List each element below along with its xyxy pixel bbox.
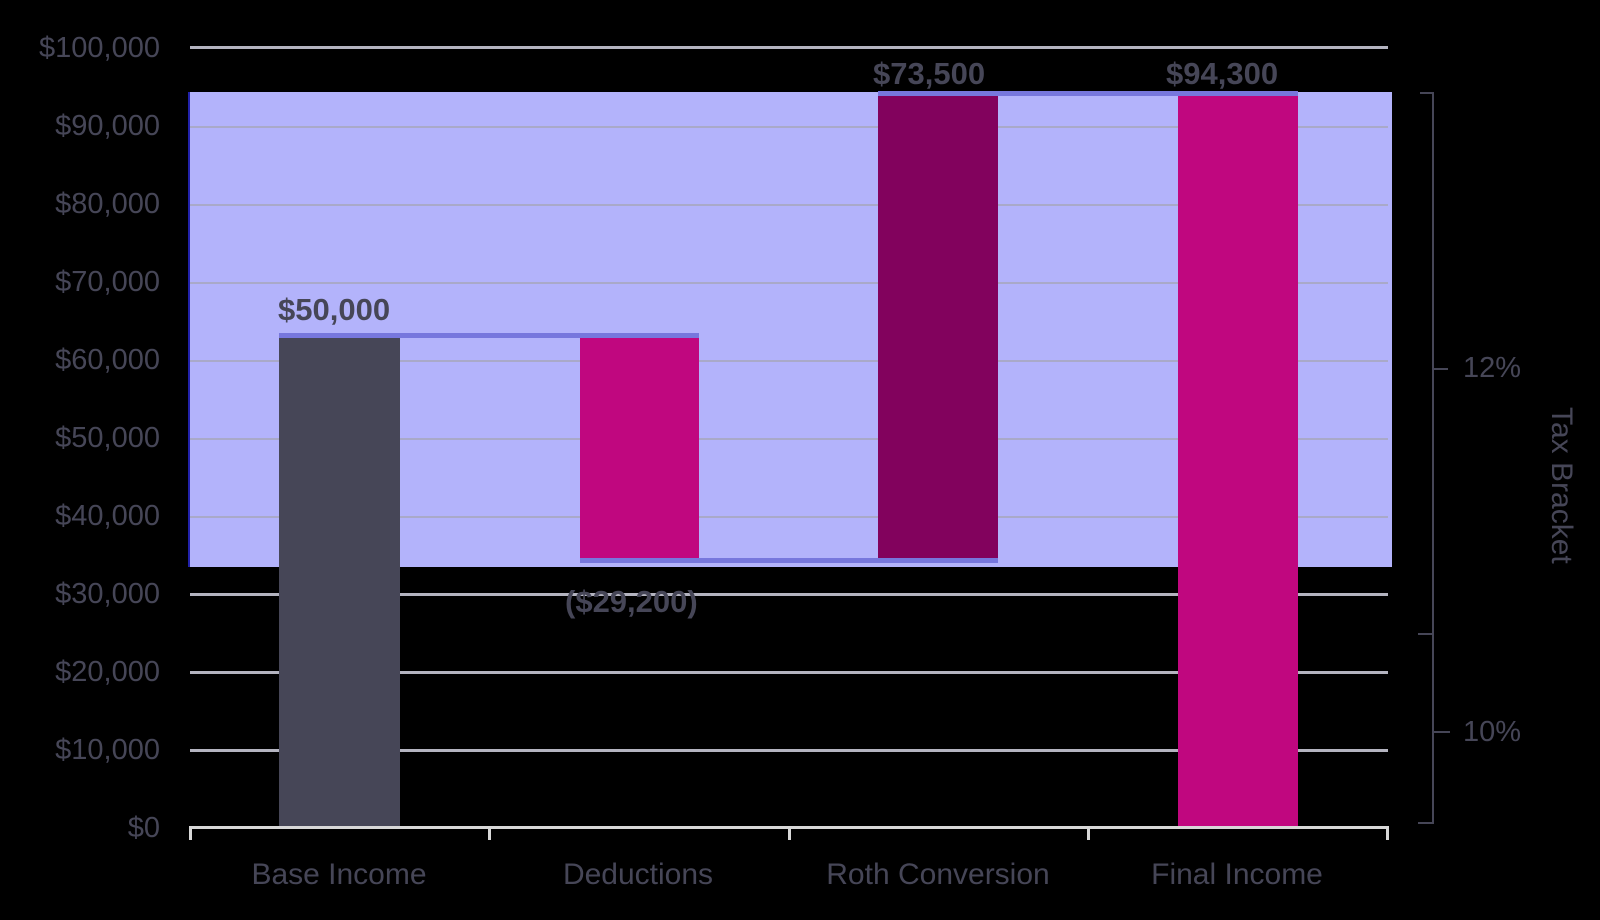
y-tick-label: $40,000 <box>55 500 160 532</box>
x-label-deductions: Deductions <box>562 858 714 891</box>
bracket-label-12: 12% <box>1463 352 1522 384</box>
data-label-base: $50,000 <box>278 292 391 327</box>
x-label-roth-conversion: Roth Conversion <box>826 858 1050 891</box>
gridline <box>190 204 1388 206</box>
x-label-base-income: Base Income <box>251 858 427 891</box>
gridline <box>190 749 1388 752</box>
gridline <box>190 282 1388 284</box>
x-tick <box>788 826 791 840</box>
gridline <box>190 671 1388 674</box>
bracket-tick <box>1434 368 1448 370</box>
bracket-cap <box>1420 92 1434 94</box>
bar-final-income <box>1178 96 1298 827</box>
gridline <box>190 46 1388 49</box>
y-tick-label: $70,000 <box>55 266 160 298</box>
data-label-roth: $73,500 <box>873 56 986 91</box>
bar-base-income <box>279 338 400 827</box>
y-tick-label: $100,000 <box>39 32 160 64</box>
y-tick-label: $20,000 <box>55 656 160 688</box>
gridline <box>190 516 1388 518</box>
data-label-final: $94,300 <box>1166 56 1279 91</box>
x-tick <box>488 826 491 840</box>
y-tick-label: $60,000 <box>55 344 160 376</box>
bracket-tick <box>1434 731 1450 733</box>
gridline <box>190 593 1388 596</box>
bar-roth-conversion <box>878 96 998 560</box>
bracket-cap <box>1418 633 1434 635</box>
y-tick-label: $0 <box>127 812 160 844</box>
gridline <box>190 126 1388 128</box>
connector-line <box>279 333 699 338</box>
gridline <box>190 360 1388 362</box>
y-tick-label: $30,000 <box>55 578 160 610</box>
data-label-deductions: ($29,200) <box>565 584 698 619</box>
connector-line <box>878 91 1298 96</box>
connector-line <box>580 558 998 563</box>
x-tick <box>1087 826 1090 840</box>
y-tick-label: $50,000 <box>55 422 160 454</box>
y-tick-label: $10,000 <box>55 734 160 766</box>
bracket-12-line <box>1432 92 1434 634</box>
gridline <box>190 438 1388 440</box>
bar-deductions <box>580 338 699 560</box>
x-tick <box>1386 826 1389 840</box>
x-label-final-income: Final Income <box>1151 858 1323 891</box>
bracket-cap <box>1418 822 1434 824</box>
right-axis-title: Tax Bracket <box>1545 407 1578 564</box>
y-tick-label: $90,000 <box>55 110 160 142</box>
bracket-10-line <box>1432 634 1434 824</box>
x-tick <box>189 826 192 840</box>
y-tick-label: $80,000 <box>55 188 160 220</box>
bracket-label-10: 10% <box>1463 716 1522 748</box>
